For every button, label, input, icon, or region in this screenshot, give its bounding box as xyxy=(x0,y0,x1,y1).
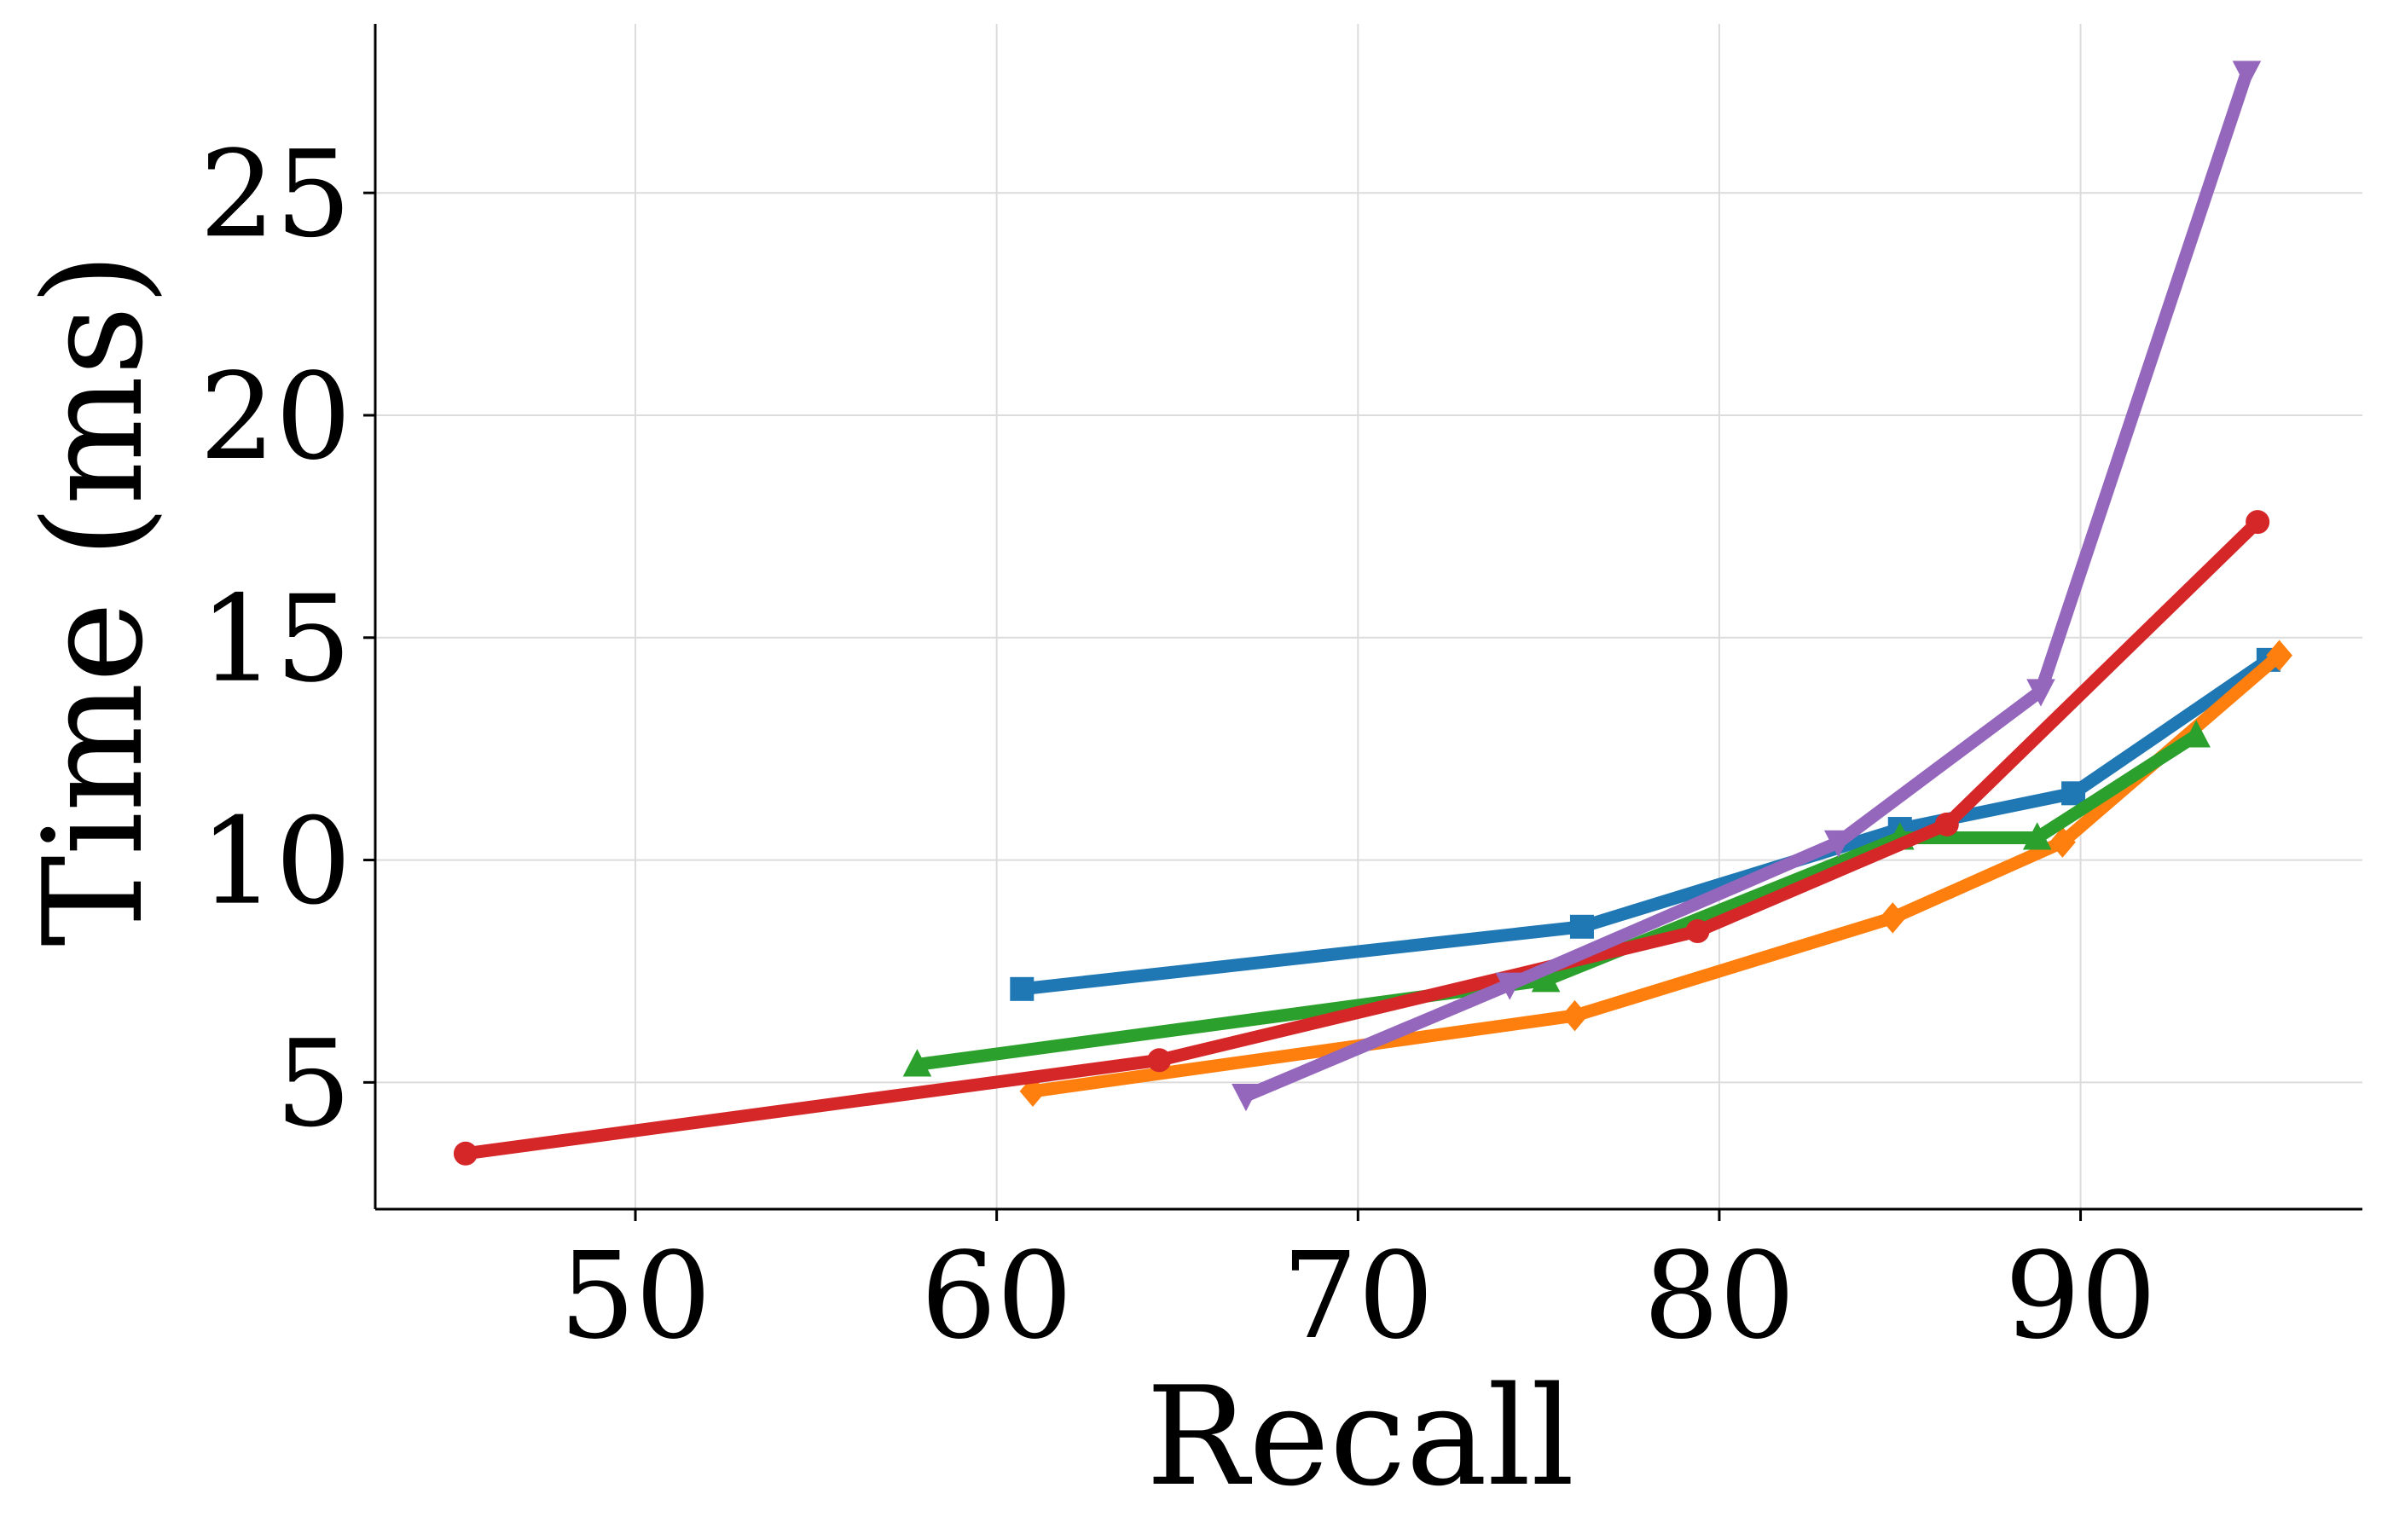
data-point xyxy=(2246,510,2270,535)
data-point xyxy=(1823,830,1853,858)
series-4 xyxy=(453,510,2270,1166)
data-point xyxy=(2049,826,2076,858)
data-point xyxy=(453,1141,478,1166)
x-tick-label: 70 xyxy=(1282,1227,1434,1366)
data-point xyxy=(1879,902,1906,934)
data-point xyxy=(2022,822,2052,850)
data-point xyxy=(1232,1083,1261,1112)
data-point xyxy=(1010,976,1035,1001)
x-tick-label: 80 xyxy=(1643,1227,1795,1366)
data-point xyxy=(1147,1048,1172,1073)
grid xyxy=(375,24,2362,1209)
data-point xyxy=(1495,972,1525,1000)
y-tick-label: 15 xyxy=(200,570,351,709)
y-tick-label: 25 xyxy=(200,125,351,264)
x-tick-label: 50 xyxy=(559,1227,711,1366)
y-axis-label: Time (ms) xyxy=(14,252,173,947)
data-point xyxy=(1562,999,1588,1032)
series-lines xyxy=(453,61,2292,1166)
y-tick-label: 10 xyxy=(200,793,351,932)
data-point xyxy=(1019,1075,1046,1107)
axes xyxy=(363,24,2362,1221)
data-point xyxy=(2061,781,2086,806)
y-tick-label: 20 xyxy=(200,348,351,487)
data-point xyxy=(902,1049,932,1077)
series-2 xyxy=(1019,640,2292,1107)
data-point xyxy=(1934,812,1959,837)
data-point xyxy=(2266,640,2292,671)
data-point xyxy=(2026,679,2055,707)
y-tick-label: 5 xyxy=(275,1015,351,1154)
tick-labels: 50 60 70 80 90 5 10 15 20 25 xyxy=(200,125,2157,1366)
data-point xyxy=(1569,914,1594,939)
data-point xyxy=(1685,919,1710,944)
data-point xyxy=(1531,964,1561,993)
x-tick-label: 90 xyxy=(2004,1227,2156,1366)
data-point xyxy=(2182,720,2211,748)
x-axis-label: Recall xyxy=(1146,1357,1575,1516)
data-point xyxy=(2232,61,2262,89)
series-5 xyxy=(1232,61,2262,1112)
x-tick-label: 60 xyxy=(921,1227,1073,1366)
